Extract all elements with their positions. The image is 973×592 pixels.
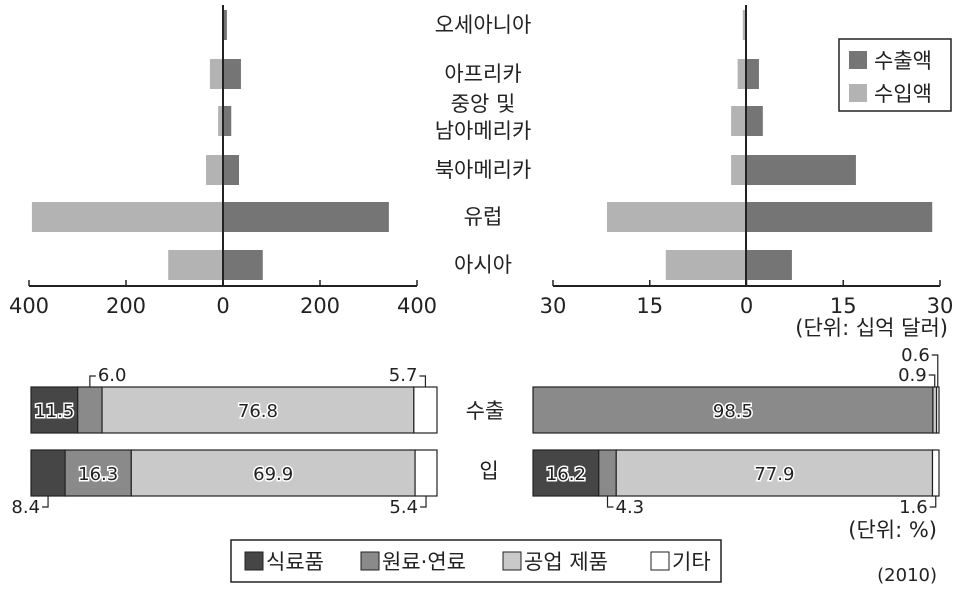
bar-export bbox=[746, 106, 763, 136]
unit-label-bottom: (단위: %) bbox=[848, 518, 937, 542]
bar-import bbox=[218, 106, 223, 136]
segment-value-label: 11.5 bbox=[34, 401, 74, 422]
region-label: 북아메리카 bbox=[435, 158, 532, 182]
bar-import bbox=[731, 106, 746, 136]
segment-value-label: 0.6 bbox=[901, 345, 930, 366]
legend-swatch-export bbox=[849, 51, 867, 69]
bar-export bbox=[746, 202, 933, 232]
bar-export bbox=[223, 155, 240, 185]
bar-export bbox=[223, 106, 232, 136]
bar-import bbox=[731, 155, 746, 185]
bar-import bbox=[31, 202, 223, 232]
segment-value-label: 76.8 bbox=[238, 401, 278, 422]
segment-value-label: 98.5 bbox=[713, 401, 753, 422]
unit-label-top: (단위: 십억 달러) bbox=[795, 316, 948, 340]
legend-swatch-other bbox=[650, 551, 670, 571]
bar-export bbox=[223, 250, 263, 280]
stacked-segment-industrial bbox=[101, 386, 415, 434]
segment-value-label: 16.2 bbox=[546, 464, 586, 485]
leader-line bbox=[606, 496, 614, 508]
stacked-segment-food bbox=[30, 449, 66, 497]
legend-swatch-import bbox=[849, 84, 867, 102]
legend-swatch-raw bbox=[360, 551, 380, 571]
segment-value-label: 69.9 bbox=[253, 464, 293, 485]
bar-import bbox=[209, 59, 223, 89]
stacked-segment-other bbox=[935, 386, 940, 434]
bar-export bbox=[223, 202, 389, 232]
segment-value-label: 0.9 bbox=[898, 365, 927, 386]
year-label: (2010) bbox=[877, 565, 937, 586]
region-label: 중앙 및 bbox=[451, 92, 516, 116]
legend-swatch-food bbox=[244, 551, 264, 571]
stacked-segment-other bbox=[413, 386, 438, 434]
stacked-segment-other bbox=[414, 449, 438, 497]
bar-export bbox=[746, 59, 759, 89]
row-label-import: 입 bbox=[479, 459, 498, 483]
tick-label: 30 bbox=[540, 294, 567, 318]
tick-label: 400 bbox=[9, 294, 49, 318]
bar-import bbox=[742, 10, 746, 40]
stacked-segment-raw bbox=[77, 386, 103, 434]
segment-value-label: 6.0 bbox=[98, 365, 127, 386]
stacked-segment-other bbox=[931, 449, 940, 497]
leader-line bbox=[89, 375, 96, 387]
bar-import bbox=[606, 202, 746, 232]
stacked-segment-industrial bbox=[130, 449, 416, 497]
stacked-segment-raw bbox=[598, 449, 617, 497]
legend-label-export: 수출액 bbox=[874, 49, 932, 73]
region-label: 아시아 bbox=[454, 253, 512, 277]
region-label: 아프리카 bbox=[444, 62, 521, 86]
legend-label-food: 식료품 bbox=[266, 550, 324, 574]
tick-label: 200 bbox=[300, 294, 340, 318]
leader-line bbox=[42, 496, 49, 508]
legend-swatch-industrial bbox=[502, 551, 522, 571]
tick-label: 15 bbox=[636, 294, 663, 318]
stacked-segment-raw bbox=[64, 449, 132, 497]
tick-label: 200 bbox=[106, 294, 146, 318]
legend-label-other: 기타 bbox=[672, 550, 711, 574]
stacked-segment-raw bbox=[532, 386, 934, 434]
segment-value-label: 8.4 bbox=[11, 497, 40, 518]
legend-bottom: 식료품 원료·연료 공업 제품 기타 bbox=[230, 539, 722, 583]
legend-label-raw: 원료·연료 bbox=[382, 550, 466, 574]
segment-value-label: 77.9 bbox=[754, 464, 794, 485]
tick-label: 400 bbox=[397, 294, 437, 318]
legend-bottom-box bbox=[230, 539, 722, 583]
leader-line bbox=[928, 374, 936, 387]
bar-export bbox=[223, 59, 241, 89]
bar-export bbox=[746, 155, 856, 185]
region-label: 오세아니아 bbox=[435, 13, 532, 37]
tick-label: 15 bbox=[830, 294, 857, 318]
region-label: 남아메리카 bbox=[435, 119, 532, 143]
bar-export bbox=[746, 250, 792, 280]
leader-line bbox=[420, 496, 427, 508]
stacked-segment-industrial bbox=[615, 449, 934, 497]
legend-label-import: 수입액 bbox=[874, 82, 932, 106]
legend-label-industrial: 공업 제품 bbox=[524, 550, 608, 574]
legend-top: 수출액 수입액 bbox=[838, 38, 952, 112]
tick-label: 0 bbox=[740, 294, 753, 318]
segment-value-label: 5.7 bbox=[389, 365, 418, 386]
row-label-export: 수출 bbox=[466, 399, 505, 423]
bar-import bbox=[206, 155, 223, 185]
bar-import bbox=[168, 250, 223, 280]
bar-export bbox=[223, 10, 227, 40]
leader-line bbox=[931, 354, 939, 387]
segment-value-label: 1.6 bbox=[899, 497, 928, 518]
bar-import bbox=[737, 59, 746, 89]
leader-line bbox=[419, 375, 427, 387]
tick-label: 30 bbox=[927, 294, 954, 318]
region-label: 유럽 bbox=[464, 205, 503, 229]
segment-value-label: 16.3 bbox=[78, 464, 118, 485]
segment-value-label: 4.3 bbox=[616, 497, 645, 518]
tick-label: 0 bbox=[216, 294, 229, 318]
segment-value-label: 5.4 bbox=[389, 497, 418, 518]
bar-import bbox=[665, 250, 746, 280]
leader-line bbox=[929, 496, 937, 508]
